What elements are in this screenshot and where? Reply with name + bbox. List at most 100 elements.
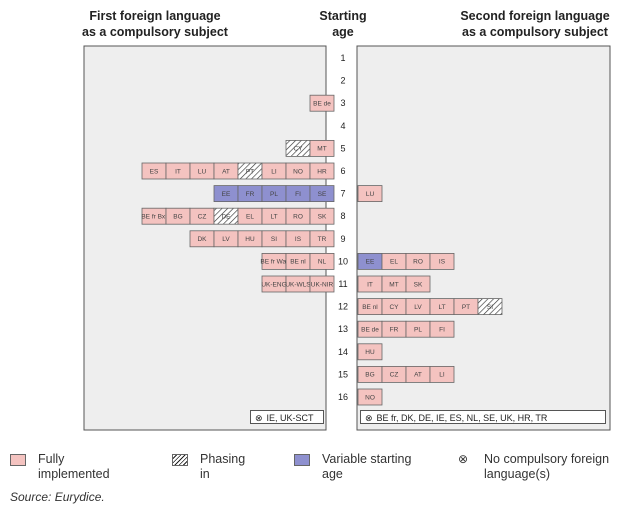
box-label: LV [222, 236, 230, 243]
second-box-it: IT [357, 275, 383, 293]
second-box-ro: RO [405, 252, 431, 270]
box-rect [309, 185, 335, 203]
no-compulsory-first-text: IE, UK-SCT [266, 413, 314, 423]
header-second-language-line2: as a compulsory subject [462, 25, 608, 39]
source-note: Source: Eurydice. [10, 490, 105, 504]
second-box-bg: BG [357, 365, 383, 383]
box-label: SK [414, 281, 423, 288]
box-label: RO [413, 259, 423, 266]
first-box-at: AT [213, 162, 239, 180]
first-box-dk: DK [189, 230, 215, 248]
second-box-sk: SK [405, 275, 431, 293]
box-rect [309, 94, 335, 112]
first-box-mt: MT [309, 139, 335, 157]
first-box-cy: CY [285, 139, 311, 157]
second-box-pl: PL [405, 320, 431, 338]
second-box-lt: LT [429, 298, 455, 316]
second-box-cy: CY [381, 298, 407, 316]
age-label-13: 13 [338, 324, 348, 334]
second-box-be-nl: BE nl [357, 298, 383, 316]
box-rect [357, 343, 383, 361]
box-label: CY [293, 146, 303, 153]
box-label: HU [245, 236, 255, 243]
no-compulsory-icon: ⊗ [365, 413, 373, 423]
age-label-11: 11 [338, 279, 347, 289]
no-compulsory-legend-icon: ⊗ [458, 452, 469, 466]
box-label: IS [439, 259, 446, 266]
header-starting-age: Starting age [313, 8, 373, 40]
box-label: EE [366, 259, 375, 266]
box-label: UK-NIR [311, 281, 334, 288]
first-box-sk: SK [309, 207, 335, 225]
first-box-ro: RO [285, 207, 311, 225]
age-label-8: 8 [340, 211, 345, 221]
age-label-12: 12 [338, 302, 348, 312]
first-language-boxes: BE de CY MT ES IT LU AT PT LI NO HR EE FR PL FI SE BE fr… [141, 94, 335, 293]
first-box-tr: TR [309, 230, 335, 248]
box-label: FI [295, 191, 301, 198]
first-box-be-nl: BE nl [285, 252, 311, 270]
second-box-si: SI [477, 298, 503, 316]
box-label: SE [318, 191, 327, 198]
header-first-language: First foreign language as a compulsory s… [80, 8, 230, 40]
age-label-10: 10 [338, 256, 348, 266]
box-label: UK-WLS [285, 281, 311, 288]
age-label-15: 15 [338, 369, 348, 379]
box-label: ES [150, 168, 159, 175]
box-label: LI [271, 168, 277, 175]
legend-phase-line1: Phasing [200, 452, 246, 466]
box-label: FR [246, 191, 255, 198]
first-box-is: IS [285, 230, 311, 248]
age-label-1: 1 [340, 53, 345, 63]
box-label: BE de [361, 327, 379, 334]
box-label: LU [366, 191, 375, 198]
header-starting-age-line2: age [332, 25, 354, 39]
box-label: BG [173, 214, 182, 221]
second-box-fr: FR [381, 320, 407, 338]
header-second-language: Second foreign language as a compulsory … [455, 8, 615, 40]
first-box-fr: FR [237, 185, 263, 203]
box-label: AT [414, 372, 422, 379]
box-label: PL [270, 191, 278, 198]
age-label-6: 6 [340, 166, 345, 176]
box-label: CZ [198, 214, 207, 221]
first-box-de: DE [213, 207, 239, 225]
box-label: IT [367, 281, 373, 288]
box-label: PL [414, 327, 422, 334]
box-label: BE fr Wal [260, 259, 288, 266]
box-label: BE nl [362, 304, 378, 311]
second-box-el: EL [381, 252, 407, 270]
second-box-at: AT [405, 365, 431, 383]
first-box-lu: LU [189, 162, 215, 180]
legend-full-line1: Fully [38, 452, 65, 466]
box-label: TR [318, 236, 327, 243]
first-box-be-fr-bxl: BE fr Bxl [141, 207, 167, 225]
age-label-7: 7 [340, 189, 345, 199]
box-label: BG [365, 372, 374, 379]
box-label: MT [389, 281, 398, 288]
first-box-es: ES [141, 162, 167, 180]
fully-implemented-swatch [10, 454, 26, 466]
box-label: PT [246, 168, 254, 175]
first-box-lt: LT [261, 207, 287, 225]
box-rect [309, 230, 335, 248]
second-box-fi: FI [429, 320, 455, 338]
legend-var-line2: age [322, 467, 343, 481]
box-label: LV [414, 304, 422, 311]
age-label-14: 14 [338, 347, 348, 357]
box-rect [477, 298, 503, 316]
box-label: RO [293, 214, 303, 221]
variable-age-swatch [294, 454, 310, 466]
header-first-language-line1: First foreign language [89, 9, 221, 23]
box-rect [429, 320, 455, 338]
first-box-uk-nir: UK-NIR [309, 275, 335, 293]
box-label: CY [389, 304, 399, 311]
box-label: NO [365, 394, 375, 401]
box-rect [309, 162, 335, 180]
box-label: FR [390, 327, 399, 334]
box-label: EL [246, 214, 254, 221]
box-label: BE nl [290, 259, 306, 266]
box-label: LT [438, 304, 445, 311]
